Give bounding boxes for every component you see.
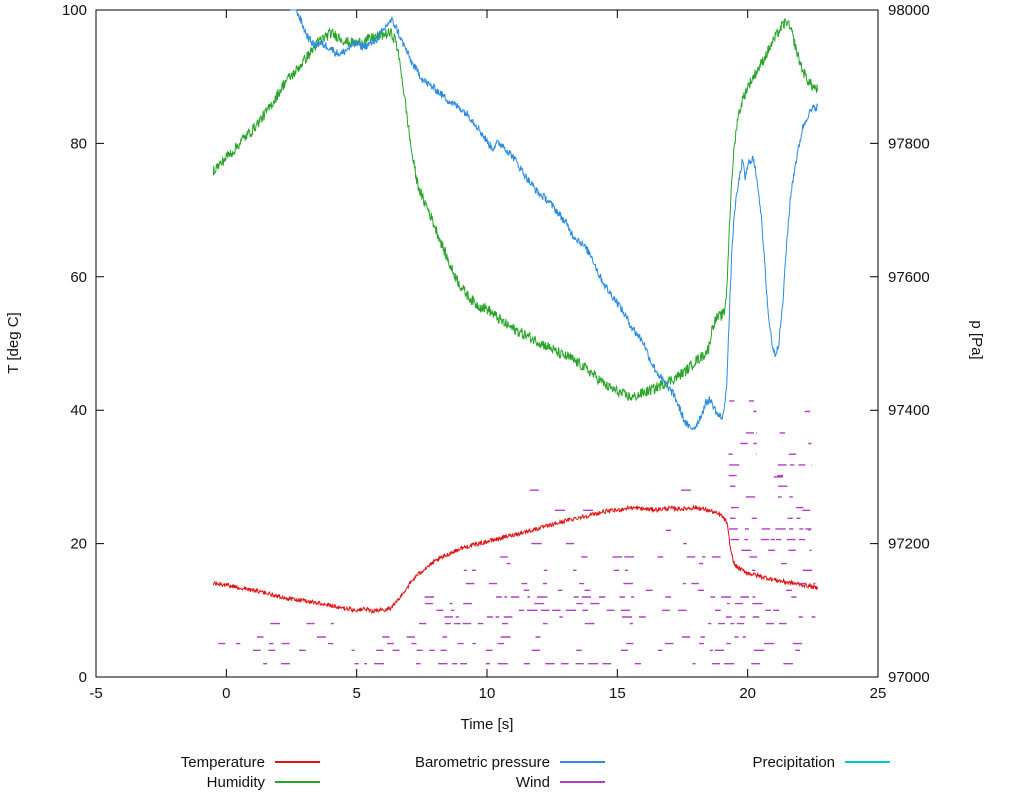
- y-axis-title: T [deg C]: [5, 312, 22, 373]
- y-tick-label: 100: [62, 2, 87, 19]
- x-tick-label: 5: [352, 685, 360, 702]
- legend-label-precipitation: Precipitation: [752, 753, 835, 771]
- x-tick-label: 10: [479, 685, 496, 702]
- legend-label-temperature: Temperature: [180, 753, 265, 771]
- x-tick-label: 15: [609, 685, 626, 702]
- y2-axis-title: p [Pa]: [968, 320, 985, 359]
- x-tick-label: 25: [870, 685, 887, 702]
- y2-tick-label: 97200: [888, 536, 930, 553]
- y-tick-label: 80: [70, 135, 87, 152]
- temperature-series: [212, 504, 818, 614]
- x-tick-label: 20: [739, 685, 756, 702]
- weather-chart: -5 0 5 10 15 20 250204060801009700097200974009…: [5, 2, 985, 733]
- legend-label-wind: Wind: [515, 773, 550, 791]
- pressure-series: [290, 9, 818, 431]
- x-tick-label: -5: [89, 685, 102, 702]
- humidity-line-swatch: [275, 781, 320, 783]
- wind-line-swatch: [560, 781, 605, 783]
- y-tick-label: 40: [70, 402, 87, 419]
- legend-item-barometric-pressure: Barometric pressure: [415, 753, 605, 771]
- humidity-series: [212, 18, 818, 401]
- legend-label-barometric-pressure: Barometric pressure: [414, 753, 550, 771]
- axis-tick-labels: -5 0 5 10 15 20 250204060801009700097200974009…: [62, 2, 930, 702]
- y-tick-label: 20: [70, 536, 87, 553]
- legend-item-wind: Wind: [516, 773, 605, 791]
- precipitation-line-swatch: [845, 761, 890, 763]
- y-tick-label: 60: [70, 269, 87, 286]
- y2-tick-label: 98000: [888, 2, 930, 19]
- axis-ticks: [95, 9, 879, 678]
- pressure-line-swatch: [560, 761, 605, 763]
- legend-item-precipitation: Precipitation: [752, 753, 890, 771]
- legend-item-temperature: Temperature: [181, 753, 320, 771]
- temperature-line-swatch: [275, 761, 320, 763]
- legend-label-humidity: Humidity: [206, 773, 265, 791]
- y2-tick-label: 97400: [888, 402, 930, 419]
- axis-titles: T [deg C] p [Pa] Time [s]: [5, 312, 985, 733]
- y2-tick-label: 97800: [888, 135, 930, 152]
- x-tick-label: 0: [222, 685, 230, 702]
- x-axis-title: Time [s]: [461, 716, 514, 733]
- wind-series: [218, 400, 816, 665]
- y2-tick-label: 97600: [888, 269, 930, 286]
- y2-tick-label: 97000: [888, 669, 930, 686]
- y-tick-label: 0: [79, 669, 87, 686]
- legend-item-humidity: Humidity: [207, 773, 320, 791]
